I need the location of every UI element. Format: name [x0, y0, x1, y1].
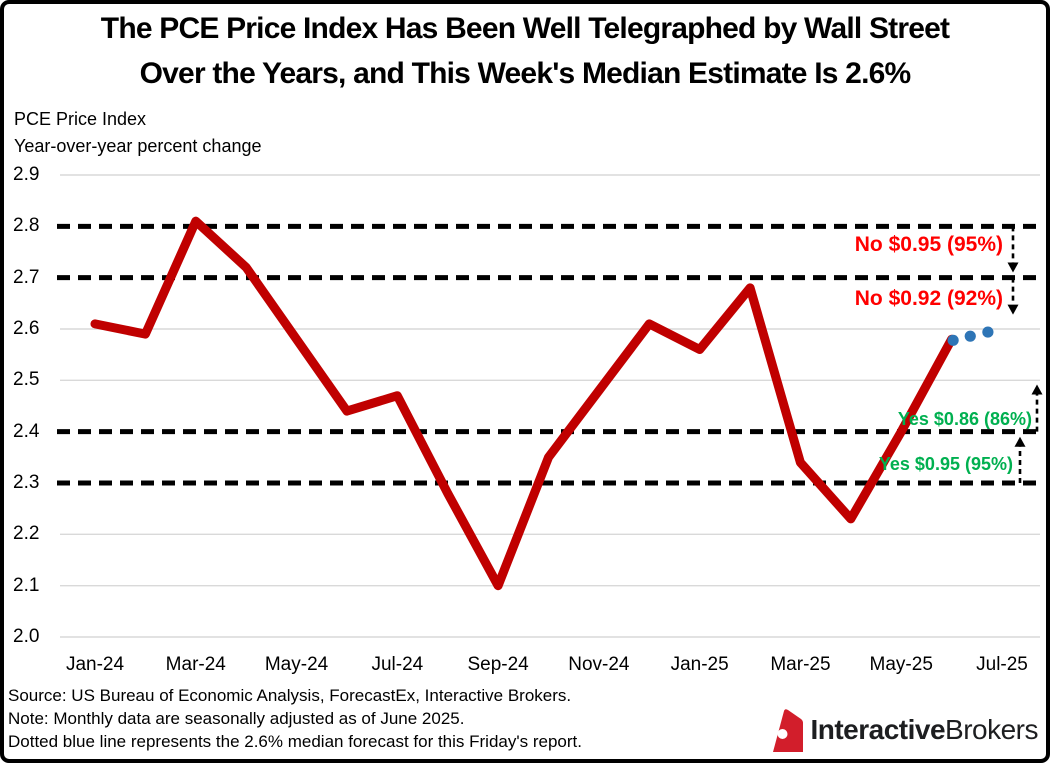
annotation-arrow-head	[1031, 384, 1043, 395]
y-tick-label: 2.7	[13, 266, 40, 288]
chart-title: The PCE Price Index Has Been Well Telegr…	[12, 6, 1038, 96]
y-tick-label: 2.3	[13, 472, 40, 493]
ib-logo-text: InteractiveBrokers	[810, 714, 1038, 746]
annotation-arrow-head	[1007, 262, 1019, 273]
x-tick-label: Mar-24	[165, 654, 226, 675]
x-tick-label: Jul-25	[976, 654, 1028, 675]
source-note: Source: US Bureau of Economic Analysis, …	[8, 686, 572, 705]
x-tick-label: May-25	[869, 654, 933, 675]
forecast-note: Dotted blue line represents the 2.6% med…	[8, 732, 582, 751]
x-tick-label: Jan-25	[670, 654, 729, 675]
axis-title-line1: PCE Price Index	[14, 109, 147, 129]
pce-line	[90, 216, 957, 591]
x-tick-label: Sep-24	[467, 654, 529, 675]
footer-notes: Source: US Bureau of Economic Analysis, …	[8, 684, 582, 753]
chart-title-line1: The PCE Price Index Has Been Well Telegr…	[100, 12, 950, 45]
annotation-yes-086: Yes $0.86 (86%)	[897, 409, 1032, 429]
y-tick-label: 2.2	[13, 523, 40, 545]
y-tick-label: 2.4	[13, 420, 40, 442]
x-tick-label: Jul-24	[371, 654, 424, 675]
x-tick-label: May-24	[264, 654, 329, 675]
ib-logo-text-bold: Interactive	[810, 714, 946, 745]
annotation-arrow-head	[1007, 304, 1019, 315]
annotation-no-092: No $0.92 (92%)	[854, 287, 1003, 310]
x-tick-label: Mar-25	[770, 654, 831, 675]
y-tick-label: 2.8	[13, 215, 40, 237]
seasonal-note: Note: Monthly data are seasonally adjust…	[8, 709, 465, 728]
y-tick-label: 2.1	[13, 574, 40, 596]
annotation-yes-095: Yes $0.95 (95%)	[878, 454, 1013, 474]
forecast-dot	[947, 334, 959, 346]
x-tick-label: Nov-24	[568, 654, 630, 675]
axis-title-line2: Year-over-year percent change	[14, 136, 262, 156]
ib-logo-icon	[773, 709, 804, 752]
forecast-dot	[964, 330, 976, 342]
chart-subtitle: PCE Price Index Year-over-year percent c…	[14, 106, 261, 160]
forecast-dot	[982, 326, 994, 338]
y-tick-label: 2.5	[13, 369, 40, 391]
y-tick-label: 2.9	[13, 164, 40, 185]
interactive-brokers-logo: InteractiveBrokers	[768, 707, 1038, 753]
ib-logo-text-regular: Brokers	[945, 714, 1038, 745]
y-tick-label: 2.6	[13, 318, 40, 339]
chart-title-line2: Over the Years, and This Week's Median E…	[139, 57, 912, 90]
annotation-no-095: No $0.95 (95%)	[854, 233, 1003, 256]
annotation-arrow-head	[1014, 436, 1026, 447]
y-tick-label: 2.0	[13, 626, 40, 647]
x-tick-label: Jan-24	[65, 654, 125, 675]
